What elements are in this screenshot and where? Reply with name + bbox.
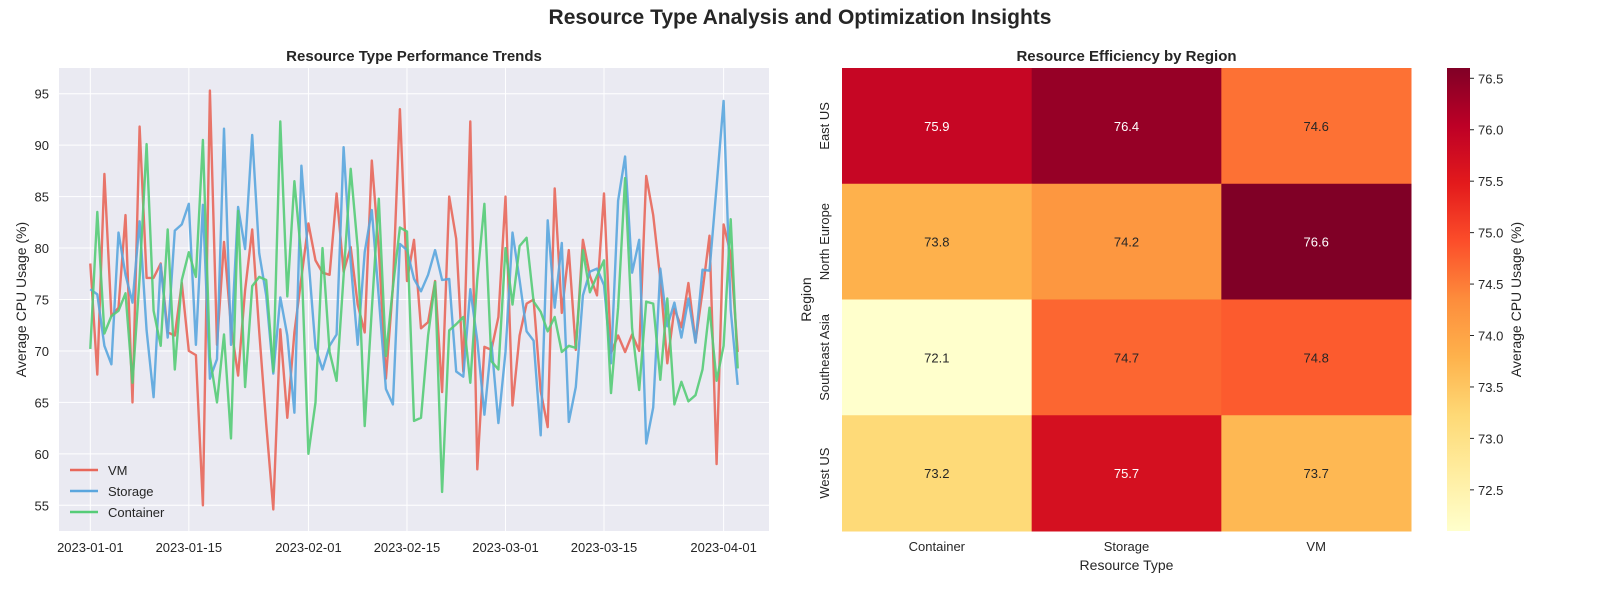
heatmap-cell [1031,183,1222,300]
y-tick-label: 60 [35,447,49,462]
heatmap-cell-label: 75.7 [1114,466,1139,481]
figure-title: Resource Type Analysis and Optimization … [548,6,1052,29]
heatmap-cell [842,68,1033,185]
heatmap-cell-label: 73.8 [924,235,949,250]
x-tick-label: 2023-03-15 [571,540,638,555]
heatmap-cell [842,415,1033,532]
heatmap-cell [1221,415,1412,532]
series-line-container [89,120,739,494]
colorbar-tick-label: 73.0 [1478,431,1503,446]
heatmap-cell-label: 76.6 [1304,235,1329,250]
heatmap-cell [842,299,1033,416]
line-chart-title: Resource Type Performance Trends [286,48,542,65]
heatmap-cell-label: 75.9 [924,119,949,134]
heatmap-cell-label: 74.8 [1304,350,1329,365]
colorbar-tick-label: 74.5 [1478,277,1503,292]
colorbar-tick-label: 76.5 [1478,71,1503,86]
heatmap-cell-label: 73.7 [1304,466,1329,481]
heatmap-cell-label: 72.1 [924,350,949,365]
colorbar-tick-label: 73.5 [1478,380,1503,395]
colorbar-tick-label: 76.0 [1478,123,1503,138]
heatmap-y-tick-label: North Europe [817,203,832,280]
y-tick-label: 55 [35,498,49,513]
y-tick-label: 75 [35,293,49,308]
legend-label: VM [108,463,128,478]
y-tick-label: 70 [35,344,49,359]
heatmap-cell-label: 74.7 [1114,350,1139,365]
legend-label: Storage [108,484,154,499]
heatmap-cell-label: 74.6 [1304,119,1329,134]
heatmap-title: Resource Efficiency by Region [1016,48,1236,65]
heatmap-y-tick-label: Southeast Asia [817,313,832,400]
y-tick-label: 95 [35,87,49,102]
x-tick-label: 2023-02-01 [275,540,342,555]
heatmap-y-tick-label: West US [817,447,832,498]
heatmap-x-tick-label: Storage [1104,539,1150,554]
colorbar-label: Average CPU Usage (%) [1508,222,1524,377]
colorbar-tick-label: 75.0 [1478,226,1503,241]
heatmap-cell-label: 76.4 [1114,119,1139,134]
heatmap-x-axis-label: Resource Type [1080,557,1174,573]
x-tick-label: 2023-01-01 [57,540,124,555]
line-y-axis-label: Average CPU Usage (%) [13,222,29,377]
series-line-vm [89,89,739,511]
x-tick-label: 2023-04-01 [690,540,757,555]
heatmap-cell [1031,68,1222,185]
heatmap-cell-label: 74.2 [1114,235,1139,250]
y-tick-label: 90 [35,138,49,153]
heatmap-cell [842,183,1033,300]
legend-label: Container [108,505,165,520]
y-tick-label: 65 [35,395,49,410]
heatmap-cell [1031,299,1222,416]
x-tick-label: 2023-03-01 [472,540,539,555]
colorbar-tick-label: 75.5 [1478,174,1503,189]
series-line-storage [89,99,739,445]
heatmap-x-tick-label: Container [909,539,966,554]
heatmap-cell [1031,415,1222,532]
x-tick-label: 2023-02-15 [374,540,441,555]
y-tick-label: 80 [35,241,49,256]
heatmap-y-tick-label: East US [817,102,832,150]
heatmap-x-tick-label: VM [1306,539,1326,554]
heatmap-y-axis-label: Region [798,277,814,321]
x-tick-label: 2023-01-15 [156,540,223,555]
colorbar-tick-label: 72.5 [1478,483,1503,498]
y-tick-label: 85 [35,190,49,205]
heatmap-cell [1221,299,1412,416]
line-legend: VM Storage Container [70,463,165,520]
heatmap-cells: 75.9 76.4 74.6 73.8 74.2 76.6 72.1 74.7 74.8 73.2… [842,68,1412,532]
colorbar-tick-label: 74.0 [1478,329,1503,344]
colorbar [1447,68,1470,531]
heatmap-cell [1221,68,1412,185]
heatmap-cell-label: 73.2 [924,466,949,481]
heatmap-cell [1221,183,1412,300]
